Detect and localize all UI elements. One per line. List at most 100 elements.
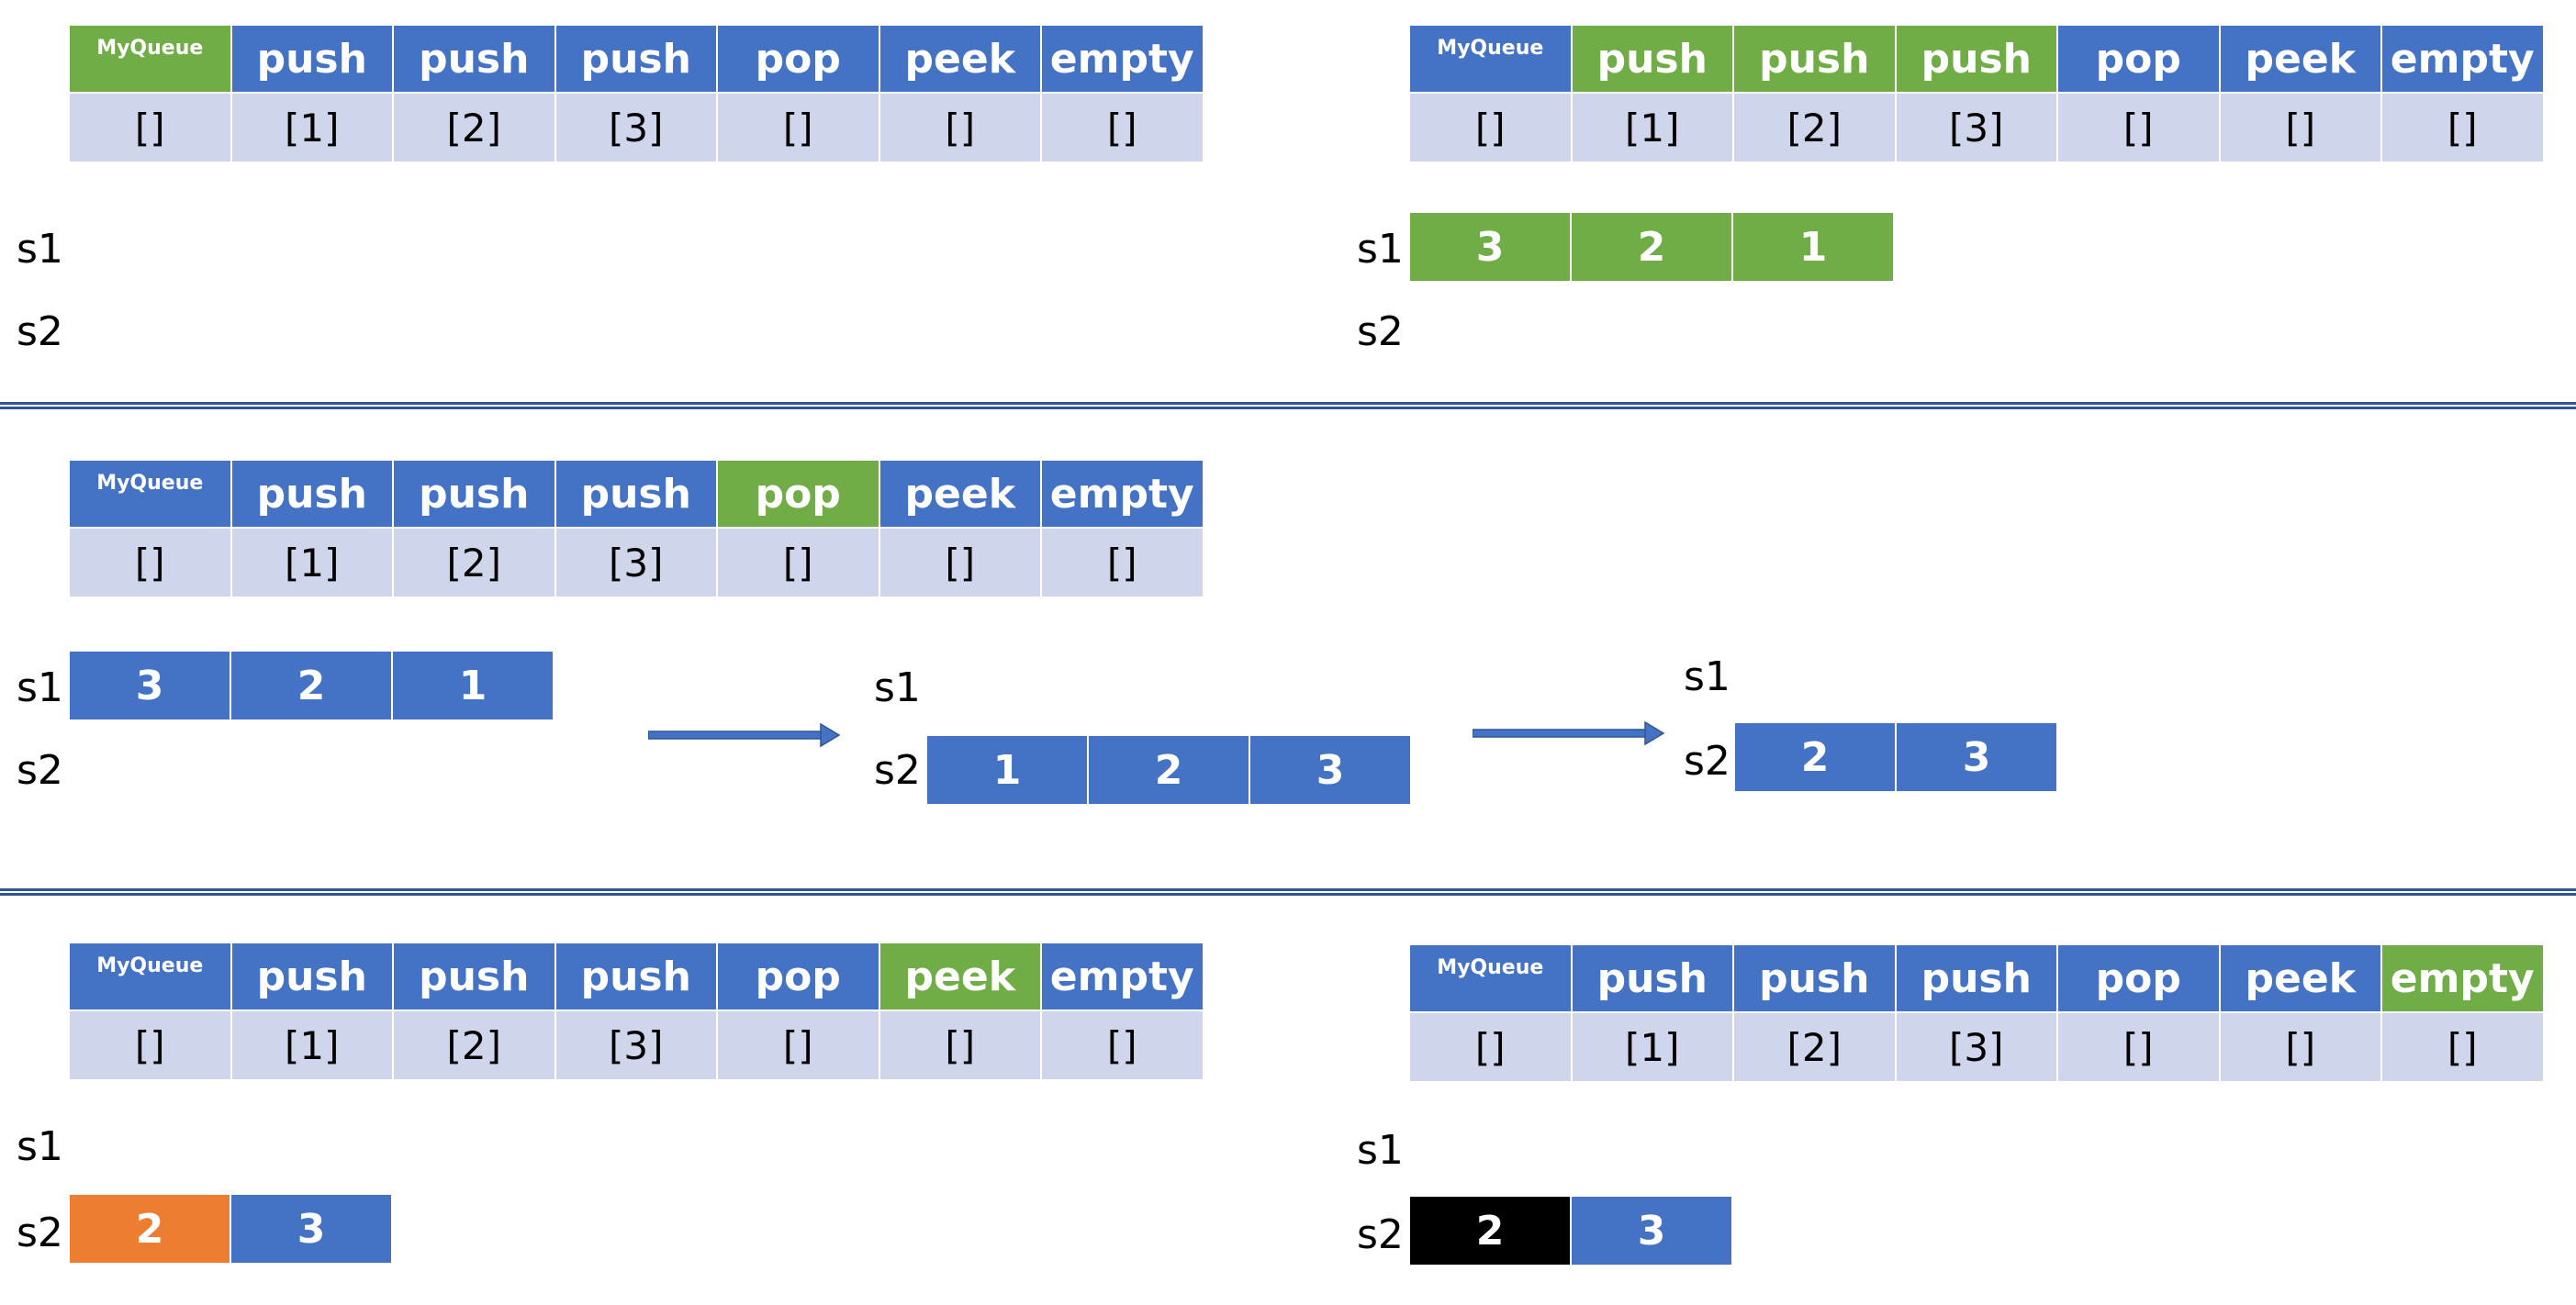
op-empty: empty bbox=[1042, 461, 1204, 529]
s1-label: s1 bbox=[1684, 653, 1730, 700]
op-myqueue: MyQueue bbox=[70, 943, 232, 1011]
stack-item: 2 bbox=[70, 1195, 231, 1263]
stack-item: 1 bbox=[927, 736, 1089, 804]
s2-label: s2 bbox=[17, 747, 63, 794]
op-myqueue: MyQueue bbox=[1410, 945, 1573, 1013]
s2-label: s2 bbox=[1684, 738, 1730, 785]
op-empty: empty bbox=[1042, 26, 1204, 94]
stack-item: 2 bbox=[1735, 723, 1897, 791]
s1-label: s1 bbox=[1357, 1127, 1404, 1174]
op-empty: empty bbox=[1042, 943, 1204, 1011]
op-arg: [2] bbox=[394, 94, 556, 163]
op-arg: [3] bbox=[1896, 94, 2058, 163]
panel-2: MyQueue push push push pop peek empty[] [1] [2][… bbox=[1410, 26, 2545, 163]
panel-5: MyQueue push push push pop peek empty[] [1] [2][… bbox=[1410, 945, 2545, 1083]
op-push: push bbox=[1734, 26, 1897, 94]
stack-item: 3 bbox=[231, 1195, 393, 1263]
stack-item: 2 bbox=[1572, 213, 1733, 281]
op-arg: [] bbox=[2382, 94, 2545, 163]
stack-item: 1 bbox=[1733, 213, 1895, 281]
op-push: push bbox=[231, 26, 394, 94]
op-arg: [] bbox=[2382, 1013, 2545, 1083]
s2-label: s2 bbox=[1357, 308, 1404, 355]
section-divider bbox=[0, 402, 2576, 409]
op-arg: [3] bbox=[555, 529, 718, 598]
ops-table: MyQueue push push push pop peek empty[] [1] [2][… bbox=[70, 26, 1204, 163]
op-empty: empty bbox=[2382, 26, 2545, 94]
op-push: push bbox=[555, 461, 718, 529]
op-push: push bbox=[231, 461, 394, 529]
s2-label: s2 bbox=[17, 1210, 63, 1256]
stack-item: 3 bbox=[1410, 213, 1572, 281]
arrow-right-icon bbox=[1473, 720, 1665, 746]
op-arg: [] bbox=[879, 1011, 1042, 1081]
s2-label: s2 bbox=[874, 747, 921, 794]
op-peek: peek bbox=[2220, 26, 2382, 94]
op-push: push bbox=[1572, 945, 1734, 1013]
op-peek: peek bbox=[879, 943, 1042, 1011]
op-push: push bbox=[1572, 26, 1734, 94]
op-arg: [] bbox=[1042, 94, 1204, 163]
op-arg: [] bbox=[1042, 1011, 1204, 1081]
op-arg: [] bbox=[2058, 1013, 2221, 1083]
op-arg: [] bbox=[70, 94, 232, 163]
op-arg: [1] bbox=[231, 94, 394, 163]
op-push: push bbox=[394, 943, 556, 1011]
stack-item: 3 bbox=[70, 652, 231, 719]
op-arg: [] bbox=[718, 1011, 880, 1081]
ops-table: MyQueue push push push pop peek empty[] [1] [2][… bbox=[70, 943, 1204, 1081]
op-arg: [] bbox=[879, 94, 1042, 163]
op-push: push bbox=[555, 26, 718, 94]
ops-table: MyQueue push push push pop peek empty[] [1] [2][… bbox=[1410, 26, 2545, 163]
op-pop: pop bbox=[718, 461, 880, 529]
op-arg: [] bbox=[2220, 1013, 2382, 1083]
op-arg: [] bbox=[2220, 94, 2382, 163]
op-arg: [2] bbox=[1734, 94, 1897, 163]
s1-label: s1 bbox=[17, 664, 63, 711]
op-arg: [3] bbox=[1896, 1013, 2058, 1083]
stack-item: 2 bbox=[1410, 1197, 1572, 1265]
op-arg: [2] bbox=[394, 529, 556, 598]
op-peek: peek bbox=[879, 461, 1042, 529]
op-arg: [1] bbox=[1572, 1013, 1734, 1083]
op-push: push bbox=[394, 461, 556, 529]
op-push: push bbox=[1896, 26, 2058, 94]
op-push: push bbox=[555, 943, 718, 1011]
op-pop: pop bbox=[2058, 26, 2221, 94]
op-peek: peek bbox=[2220, 945, 2382, 1013]
op-myqueue: MyQueue bbox=[70, 461, 232, 529]
op-arg: [3] bbox=[555, 94, 718, 163]
op-myqueue: MyQueue bbox=[1410, 26, 1573, 94]
op-pop: pop bbox=[718, 943, 880, 1011]
s1-label: s1 bbox=[17, 226, 63, 273]
panel-4: MyQueue push push push pop peek empty[] [1] [2][… bbox=[70, 943, 1204, 1081]
op-myqueue: MyQueue bbox=[70, 26, 232, 94]
ops-table: MyQueue push push push pop peek empty[] [1] [2][… bbox=[1410, 945, 2545, 1083]
stack-item: 3 bbox=[1897, 723, 2058, 791]
op-arg: [] bbox=[1410, 1013, 1573, 1083]
stack-item: 2 bbox=[231, 652, 393, 719]
op-push: push bbox=[1896, 945, 2058, 1013]
op-arg: [2] bbox=[1734, 1013, 1897, 1083]
op-peek: peek bbox=[879, 26, 1042, 94]
arrow-right-icon bbox=[648, 722, 841, 748]
op-arg: [] bbox=[2058, 94, 2221, 163]
s1-label: s1 bbox=[874, 664, 921, 711]
s1-label: s1 bbox=[17, 1123, 63, 1170]
stack-item: 1 bbox=[393, 652, 554, 719]
op-arg: [] bbox=[718, 529, 880, 598]
stack-item: 3 bbox=[1250, 736, 1412, 804]
op-arg: [1] bbox=[231, 529, 394, 598]
op-arg: [2] bbox=[394, 1011, 556, 1081]
op-arg: [3] bbox=[555, 1011, 718, 1081]
panel-3: MyQueue push push push pop peek empty[] [1] [2][… bbox=[70, 461, 1204, 598]
op-arg: [] bbox=[1410, 94, 1573, 163]
ops-table: MyQueue push push push pop peek empty[] [1] [2][… bbox=[70, 461, 1204, 598]
op-push: push bbox=[394, 26, 556, 94]
